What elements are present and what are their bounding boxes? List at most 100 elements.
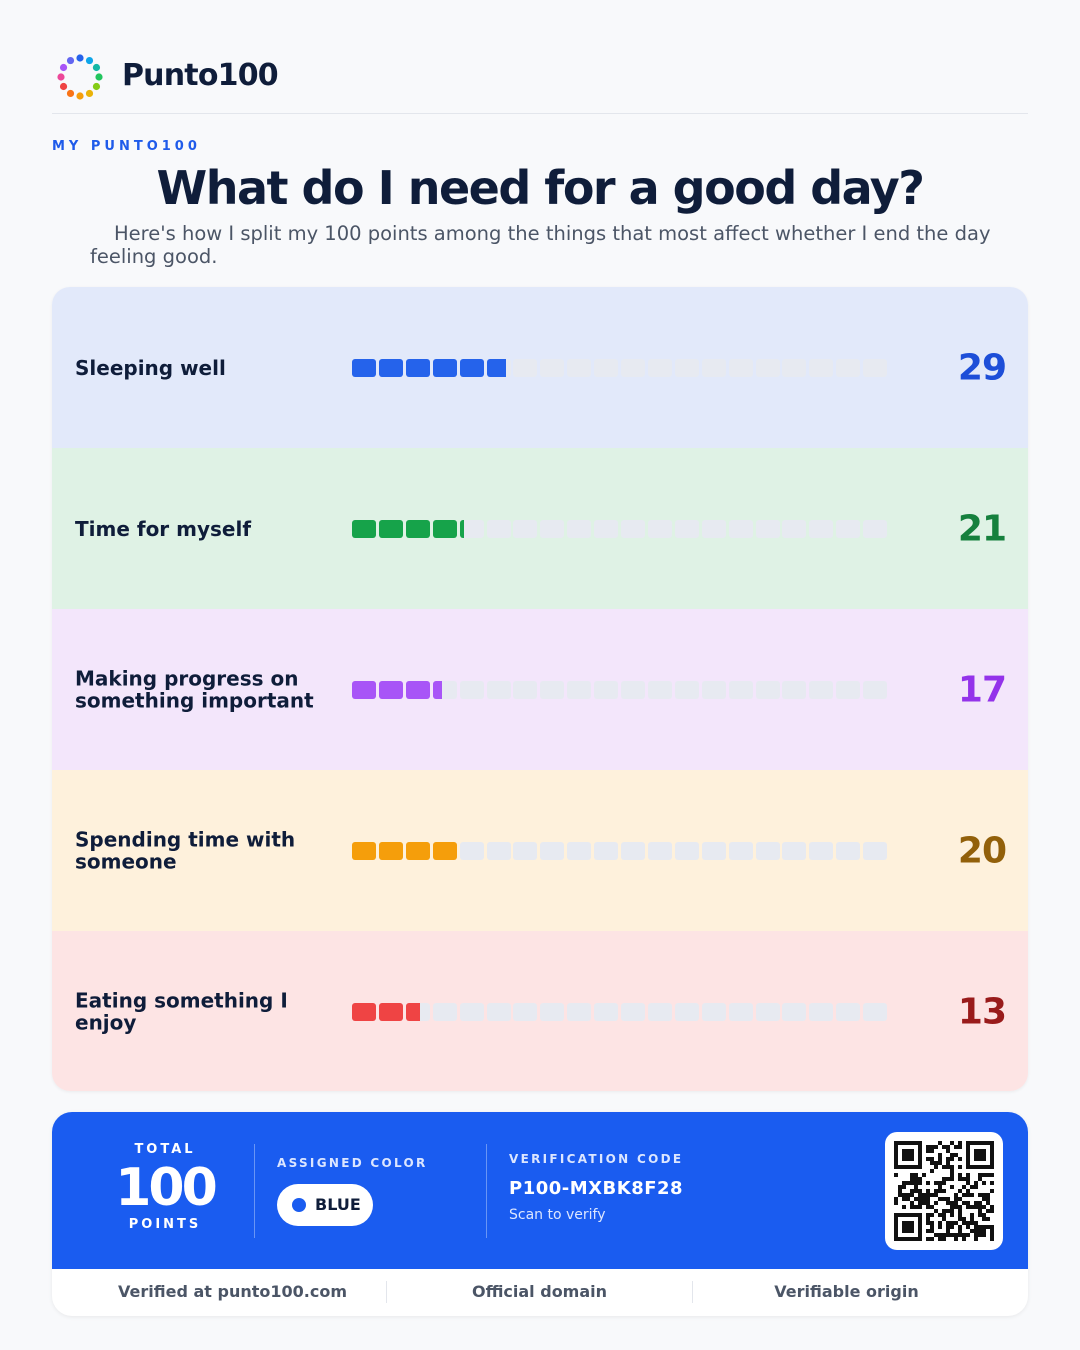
page-subtitle: Here's how I split my 100 points among t… <box>90 222 991 268</box>
chart-value-label: 13 <box>957 991 1007 1032</box>
qr-module <box>986 1173 990 1177</box>
qr-module <box>982 1173 986 1177</box>
qr-module <box>926 1149 930 1153</box>
chart-bar-segment <box>432 680 457 699</box>
chart-bar-segment <box>755 841 780 860</box>
chart-bar-segment <box>378 841 403 860</box>
verification-footer: Verified at punto100.com Official domain… <box>52 1269 1028 1316</box>
chart-bar-segment <box>809 358 834 377</box>
qr-module <box>942 1189 946 1193</box>
chart-value-label: 17 <box>957 669 1007 710</box>
qr-module <box>938 1189 942 1193</box>
qr-module <box>902 1185 906 1189</box>
summary-divider <box>486 1144 487 1238</box>
chart-bar-segment <box>378 1002 403 1021</box>
chart-bar-fill <box>378 519 403 538</box>
qr-module <box>930 1221 934 1225</box>
chart-row: Spending time with someone 20 <box>52 770 1028 931</box>
chart-bar-segment <box>594 1002 619 1021</box>
qr-module <box>942 1237 946 1241</box>
qr-code-icon <box>894 1141 994 1241</box>
qr-module <box>966 1201 970 1205</box>
chart-row: Making progress on something important 17 <box>52 609 1028 770</box>
qr-module <box>958 1197 962 1201</box>
chart-bar <box>352 358 888 377</box>
qr-module <box>938 1153 942 1157</box>
qr-module <box>946 1201 950 1205</box>
qr-module <box>910 1201 914 1205</box>
chart-bar-segment <box>701 1002 726 1021</box>
chart-bar-segment <box>621 680 645 699</box>
qr-module <box>946 1197 950 1201</box>
footer-divider <box>386 1281 387 1303</box>
qr-module <box>950 1225 954 1229</box>
header: Punto100 <box>52 52 1028 114</box>
qr-module <box>974 1225 978 1229</box>
chart-bar-segment <box>432 841 457 860</box>
chart-bar-segment <box>728 358 753 377</box>
qr-module <box>966 1225 970 1229</box>
qr-module <box>958 1205 962 1209</box>
chart-bar-segment <box>486 519 511 538</box>
qr-module <box>922 1173 926 1177</box>
qr-module <box>906 1197 910 1201</box>
chart-category-label: Spending time with someone <box>75 827 296 874</box>
logo-dot <box>85 56 94 65</box>
qr-module <box>950 1169 954 1173</box>
qr-module <box>938 1161 942 1165</box>
qr-module <box>990 1237 994 1241</box>
chart-bar-segment <box>594 680 619 699</box>
total-value: 100 <box>115 1158 218 1218</box>
logo-dot <box>95 73 103 81</box>
qr-module <box>990 1225 994 1229</box>
qr-module <box>954 1197 958 1201</box>
chart-bar-segment <box>647 680 672 699</box>
qr-module <box>954 1205 958 1209</box>
qr-module <box>978 1177 982 1181</box>
qr-module <box>910 1181 914 1185</box>
qr-module <box>946 1177 950 1181</box>
qr-module <box>978 1233 982 1237</box>
footer-official-domain: Official domain <box>471 1282 608 1301</box>
qr-module <box>950 1157 954 1161</box>
qr-module <box>898 1185 902 1189</box>
chart-row: Time for myself 21 <box>52 448 1028 609</box>
qr-module <box>978 1209 982 1213</box>
logo-dot <box>66 56 75 65</box>
verification-label: VERIFICATION CODE <box>509 1152 684 1166</box>
qr-module <box>986 1197 990 1201</box>
chart-bar-segment <box>352 358 376 377</box>
qr-code[interactable] <box>885 1132 1003 1250</box>
brand-name[interactable]: Punto100 <box>122 58 279 93</box>
chart-bar-segment <box>405 841 430 860</box>
chart-bar-segment <box>567 1002 592 1021</box>
chart-category-label: Sleeping well <box>75 355 226 380</box>
chart-bar-segment <box>540 680 565 699</box>
qr-module <box>902 1205 906 1209</box>
qr-module <box>926 1205 930 1209</box>
qr-module <box>950 1153 954 1157</box>
verification-hint: Scan to verify <box>509 1207 606 1223</box>
qr-module <box>914 1185 918 1189</box>
qr-module <box>954 1153 958 1157</box>
qr-module <box>930 1213 934 1217</box>
qr-module <box>934 1145 938 1149</box>
footer-verified-link[interactable]: Verified at punto100.com <box>118 1282 347 1301</box>
chart-bar-segment <box>674 358 699 377</box>
qr-module <box>938 1213 942 1217</box>
assigned-color-block: ASSIGNED COLOR BLUE <box>277 1156 428 1226</box>
chart-bar-fill <box>352 1002 376 1021</box>
qr-module <box>962 1237 966 1241</box>
qr-module <box>978 1225 982 1229</box>
logo-dot <box>76 92 84 100</box>
chart-bar-segment <box>836 1002 861 1021</box>
chart-bar-segment <box>863 1002 888 1021</box>
verification-code[interactable]: P100-MXBK8F28 <box>509 1178 684 1199</box>
chart-bar-segment <box>836 358 861 377</box>
allocation-chart: Sleeping well 29 Time for myself 21 Making p… <box>52 287 1028 1091</box>
qr-module <box>990 1189 994 1193</box>
qr-module <box>962 1177 966 1181</box>
chart-bar <box>352 519 888 538</box>
chart-bar-segment <box>459 519 484 538</box>
qr-module <box>914 1181 918 1185</box>
